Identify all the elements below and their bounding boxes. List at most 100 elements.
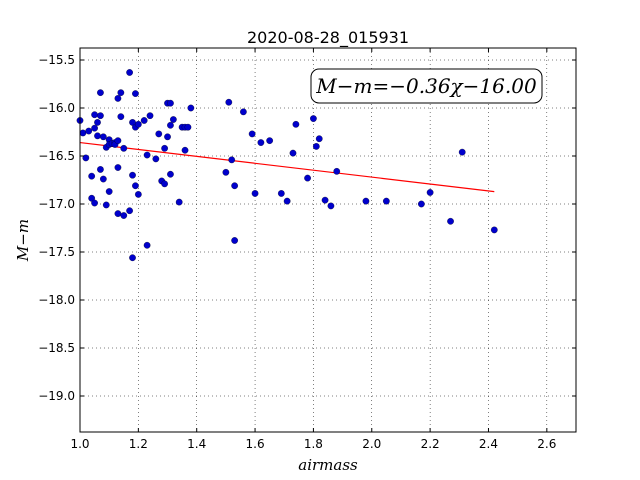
data-point	[143, 241, 151, 249]
x-tick-label: 2.2	[421, 437, 440, 451]
data-point	[126, 69, 133, 76]
data-point	[97, 166, 104, 173]
data-point	[146, 112, 154, 120]
x-tick-label: 2.4	[479, 437, 498, 451]
x-tick-label: 1.8	[304, 437, 323, 451]
data-point	[240, 108, 247, 116]
data-point	[266, 137, 273, 144]
data-point	[327, 202, 335, 210]
y-tick-label: −18.0	[38, 293, 75, 307]
data-point	[85, 127, 93, 135]
data-point	[181, 146, 189, 154]
data-point	[418, 200, 425, 208]
data-point	[362, 197, 370, 205]
data-point	[321, 196, 329, 204]
data-point	[94, 132, 101, 140]
data-point	[251, 190, 259, 197]
x-tick-label: 1.4	[187, 437, 206, 451]
x-tick-label: 2.0	[362, 437, 381, 451]
plot-frame	[79, 47, 577, 433]
data-point	[312, 143, 320, 150]
data-point	[304, 174, 311, 182]
data-point	[310, 115, 317, 122]
data-point	[91, 111, 98, 119]
data-point	[184, 123, 192, 131]
data-point	[333, 168, 341, 175]
data-point	[99, 175, 107, 183]
data-point	[97, 112, 104, 120]
data-point	[155, 130, 163, 138]
data-point	[490, 226, 498, 234]
data-point	[152, 155, 160, 163]
y-tick-label: −16.5	[38, 149, 75, 163]
y-tick-label: −15.5	[38, 53, 75, 67]
data-point	[277, 190, 285, 197]
x-tick-label: 1.0	[70, 437, 89, 451]
data-point	[167, 121, 174, 129]
data-point	[79, 129, 87, 137]
data-point	[426, 189, 434, 196]
x-axis-label: airmass	[298, 456, 358, 474]
data-point	[88, 172, 96, 180]
data-point	[167, 99, 174, 107]
data-point	[228, 156, 236, 164]
annotation-box	[310, 68, 543, 104]
data-point	[383, 197, 390, 205]
data-point	[114, 137, 122, 144]
data-point	[447, 217, 454, 225]
data-point	[99, 133, 107, 141]
chart-title: 2020-08-28_015931	[247, 28, 409, 48]
data-point	[289, 149, 297, 157]
x-tick-label: 1.6	[246, 437, 265, 451]
data-point	[248, 130, 256, 138]
data-point	[187, 104, 195, 112]
data-point	[97, 89, 104, 96]
data-point	[105, 188, 113, 195]
y-tick-label: −19.0	[38, 389, 75, 403]
data-point	[175, 198, 183, 206]
annotation-text: M−m=−0.36χ−16.00	[315, 74, 537, 98]
data-point	[120, 212, 128, 219]
fit-annotation: M−m=−0.36χ−16.00	[310, 68, 543, 104]
data-point	[161, 144, 168, 152]
data-point	[132, 182, 139, 190]
fit-line	[79, 141, 495, 193]
data-point	[222, 168, 230, 176]
data-point	[231, 182, 238, 190]
data-point	[161, 180, 168, 188]
y-tick-label: −17.5	[38, 245, 75, 259]
y-axis-label: M−m	[14, 219, 32, 262]
data-point	[170, 116, 177, 123]
data-point	[82, 154, 90, 162]
data-point	[257, 139, 265, 146]
data-point	[91, 124, 98, 132]
y-tick-label: −17.0	[38, 197, 75, 211]
y-tick-label: −16.0	[38, 101, 75, 115]
data-point	[167, 170, 174, 178]
data-point	[225, 98, 233, 106]
data-point	[120, 144, 128, 152]
axis-ticks: 1.0 1.2 1.4 1.6 1.8 2.0 2.2 2.4 2.6 −15.5 −16.0 −16…	[38, 48, 576, 451]
fit-line-group	[79, 141, 495, 193]
data-points	[76, 69, 498, 262]
data-point	[283, 197, 291, 205]
data-point	[135, 191, 142, 198]
data-point	[129, 171, 136, 179]
data-point	[102, 201, 110, 209]
data-point	[91, 199, 98, 207]
data-point	[132, 90, 139, 97]
data-point	[129, 254, 136, 262]
data-point	[164, 133, 171, 141]
data-point	[114, 95, 122, 102]
data-point	[140, 117, 148, 124]
data-point	[117, 89, 125, 96]
x-tick-label: 2.6	[537, 437, 556, 451]
data-point	[231, 237, 238, 244]
data-point	[292, 120, 300, 128]
data-point	[126, 207, 133, 215]
data-point	[94, 119, 101, 126]
x-tick-label: 1.2	[129, 437, 148, 451]
data-point	[143, 151, 151, 159]
grid	[80, 48, 576, 432]
